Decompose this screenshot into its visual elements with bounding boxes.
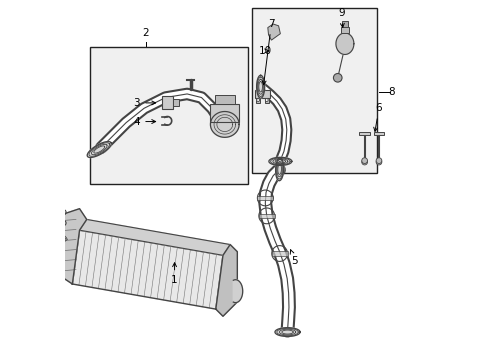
Bar (214, 95, 234, 104)
Circle shape (265, 99, 267, 102)
Circle shape (375, 159, 381, 165)
Bar (210, 104, 239, 122)
Text: 9: 9 (337, 8, 344, 27)
Text: 8: 8 (387, 87, 394, 97)
Polygon shape (51, 234, 62, 259)
Polygon shape (80, 220, 230, 255)
Text: 6: 6 (373, 103, 382, 131)
Text: 5: 5 (290, 250, 297, 266)
Polygon shape (72, 230, 223, 309)
Polygon shape (256, 75, 264, 98)
Circle shape (333, 73, 341, 82)
Polygon shape (275, 158, 283, 181)
Bar (90, 47, 247, 184)
Bar (251, 8, 376, 173)
Text: 2: 2 (142, 28, 149, 38)
Polygon shape (210, 112, 239, 137)
Bar (255, 90, 269, 98)
Bar (340, 27, 348, 33)
Text: 1: 1 (171, 263, 178, 285)
Text: 10: 10 (258, 46, 271, 56)
Circle shape (375, 158, 381, 163)
Polygon shape (51, 209, 86, 284)
Bar (255, 98, 260, 103)
Circle shape (256, 99, 259, 102)
Bar (359, 132, 369, 135)
Bar (373, 132, 384, 135)
Polygon shape (87, 141, 111, 157)
Circle shape (361, 158, 367, 163)
Text: 7: 7 (262, 19, 274, 85)
Text: 3: 3 (133, 98, 155, 108)
Bar (258, 214, 274, 218)
Bar (271, 251, 287, 256)
Text: 4: 4 (133, 117, 155, 127)
Circle shape (361, 159, 367, 165)
Polygon shape (267, 24, 280, 40)
Polygon shape (274, 328, 300, 337)
Polygon shape (215, 244, 237, 316)
Bar (172, 99, 179, 107)
Polygon shape (335, 33, 353, 54)
Bar (257, 196, 273, 200)
Bar (162, 96, 172, 109)
Bar (264, 98, 268, 103)
Polygon shape (233, 280, 242, 303)
Polygon shape (268, 157, 291, 165)
Bar (341, 22, 347, 27)
